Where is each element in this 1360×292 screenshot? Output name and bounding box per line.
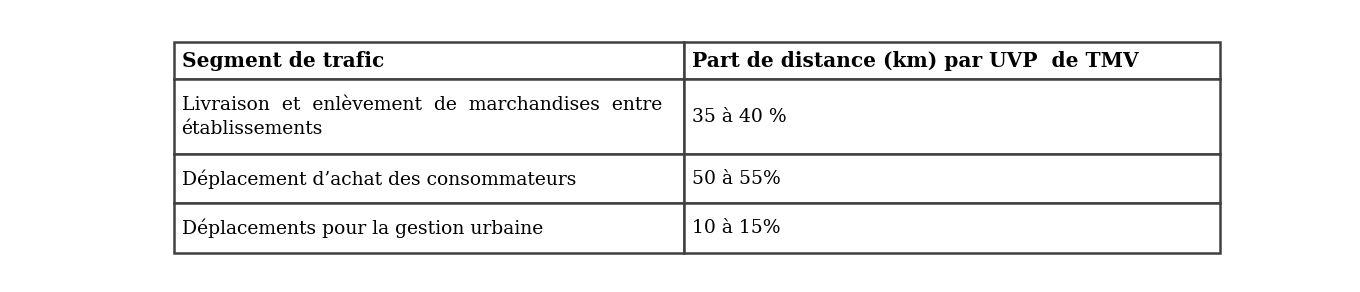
Bar: [174, 204, 684, 253]
Text: 50 à 55%: 50 à 55%: [692, 170, 781, 188]
Bar: [684, 79, 1220, 154]
Bar: [174, 154, 684, 204]
Bar: [174, 42, 684, 79]
Text: 10 à 15%: 10 à 15%: [692, 219, 781, 237]
Text: Part de distance (km) par UVP  de TMV: Part de distance (km) par UVP de TMV: [692, 51, 1138, 71]
Text: Segment de trafic: Segment de trafic: [182, 51, 384, 71]
Text: Déplacements pour la gestion urbaine: Déplacements pour la gestion urbaine: [182, 218, 543, 238]
Text: Livraison  et  enlèvement  de  marchandises  entre: Livraison et enlèvement de marchandises …: [182, 96, 662, 114]
Bar: [684, 154, 1220, 204]
Text: établissements: établissements: [182, 120, 322, 138]
Bar: [684, 204, 1220, 253]
Bar: [684, 42, 1220, 79]
Bar: [174, 79, 684, 154]
Text: 35 à 40 %: 35 à 40 %: [692, 108, 786, 126]
Text: Déplacement d’achat des consommateurs: Déplacement d’achat des consommateurs: [182, 169, 577, 189]
